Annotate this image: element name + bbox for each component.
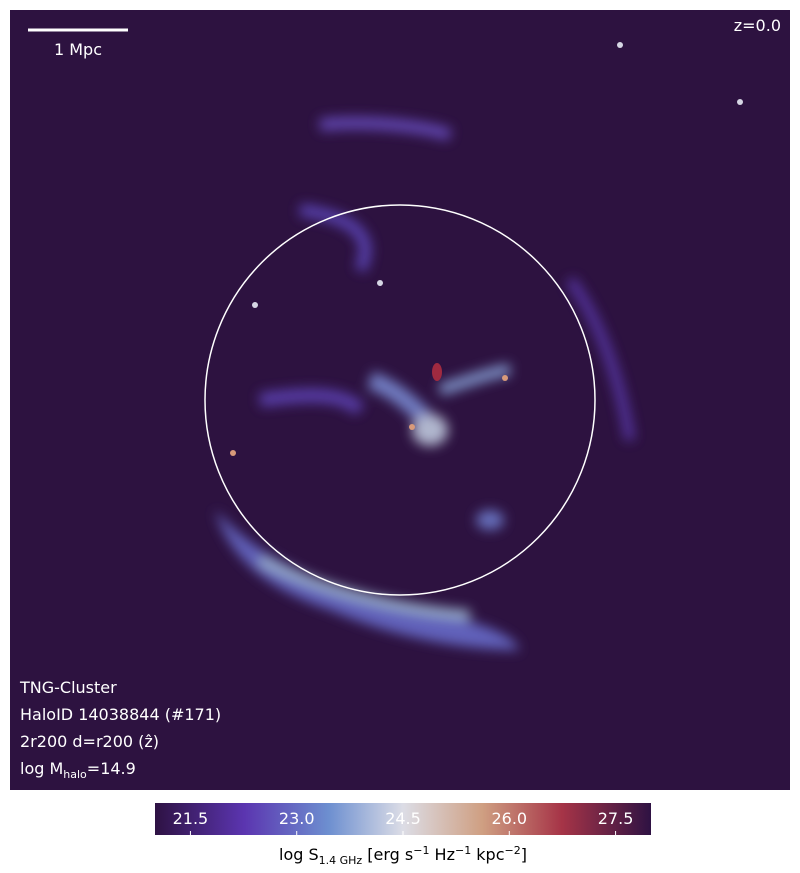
info-text: HaloID 14038844 (#171)	[20, 705, 221, 724]
colorbar-tick-label: 21.5	[173, 809, 209, 828]
scale-bar-label: 1 Mpc	[54, 40, 102, 59]
emission	[215, 117, 635, 650]
r200-circle	[204, 204, 596, 596]
info-line: TNG-Cluster	[19, 678, 117, 697]
redshift: z=0.0	[734, 16, 781, 35]
label-text: Hz	[429, 845, 455, 864]
info-text: TNG-Cluster	[19, 678, 117, 697]
subscript: halo	[63, 768, 87, 781]
subscript: 1.4 GHz	[319, 854, 363, 867]
colorbar-tick-label: 26.0	[491, 809, 527, 828]
info-line: 2r200 d=r200 (ẑ)	[20, 732, 159, 751]
colorbar-ticks: 21.5 23.0 24.5 26.0 27.5	[173, 809, 634, 835]
superscript: −2	[505, 844, 521, 857]
info-block: TNG-Cluster HaloID 14038844 (#171) 2r200 d…	[19, 678, 221, 781]
colorbar	[155, 803, 651, 835]
info-line: log Mhalo=14.9	[20, 759, 136, 781]
superscript: −1	[455, 844, 471, 857]
label-text: [erg s	[362, 845, 413, 864]
colorbar-tick-label: 24.5	[385, 809, 421, 828]
label-text: kpc	[471, 845, 504, 864]
info-text: =14.9	[87, 759, 136, 778]
info-line: HaloID 14038844 (#171)	[20, 705, 221, 724]
colorbar-label: log S1.4 GHz [erg s−1 Hz−1 kpc−2]	[279, 844, 527, 867]
info-text: log M	[20, 759, 63, 778]
hot-spots	[230, 42, 743, 456]
label-text: log S	[279, 845, 319, 864]
colorbar-tick-label: 27.5	[598, 809, 634, 828]
colorbar-tick-label: 23.0	[279, 809, 315, 828]
info-text: 2r200 d=r200 (ẑ)	[20, 732, 159, 751]
superscript: −1	[413, 844, 429, 857]
label-text: ]	[521, 845, 527, 864]
